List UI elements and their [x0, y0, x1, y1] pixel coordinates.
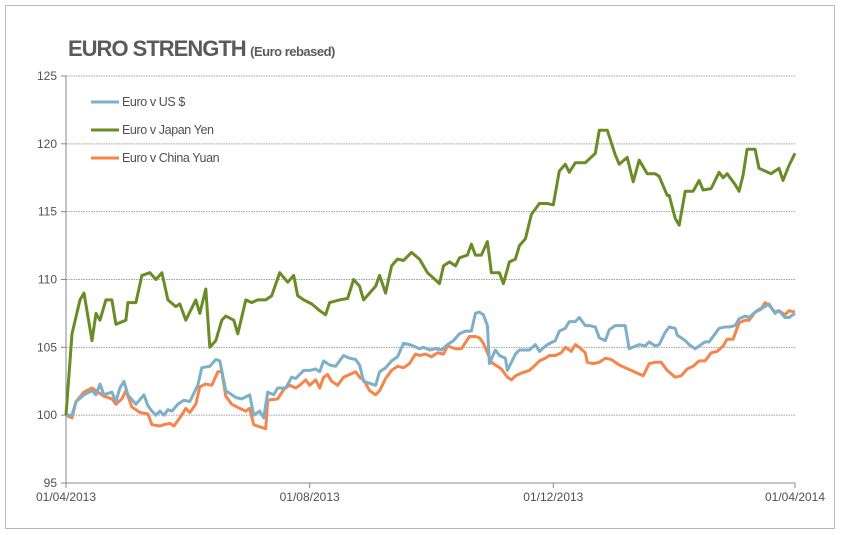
y-tick-label: 100 — [37, 408, 57, 422]
legend-label: Euro v US $ — [122, 95, 185, 109]
y-tick-label: 110 — [38, 273, 57, 287]
chart-subtitle: (Euro rebased) — [250, 44, 335, 59]
legend-label: Euro v China Yuan — [122, 151, 220, 165]
series-line-2 — [65, 301, 796, 431]
chart-title: EURO STRENGTH (Euro rebased) — [68, 36, 335, 62]
y-tick-label: 120 — [37, 137, 57, 151]
x-tick-label: 01/12/2013 — [523, 490, 583, 504]
x-tick-label: 01/08/2013 — [280, 490, 340, 504]
chart-frame — [5, 5, 835, 529]
y-tick-label: 125 — [37, 69, 57, 83]
legend-label: Euro v Japan Yen — [122, 123, 214, 137]
x-tick-label: 01/04/2014 — [765, 490, 825, 504]
y-tick-label: 115 — [38, 205, 57, 219]
chart-title-main: EURO STRENGTH — [68, 36, 247, 61]
y-tick-label: 95 — [44, 476, 58, 490]
series-line-0 — [66, 302, 796, 420]
x-tick-label: 01/04/2013 — [36, 490, 96, 504]
series-line-1 — [64, 128, 797, 416]
y-tick-label: 105 — [37, 340, 57, 354]
